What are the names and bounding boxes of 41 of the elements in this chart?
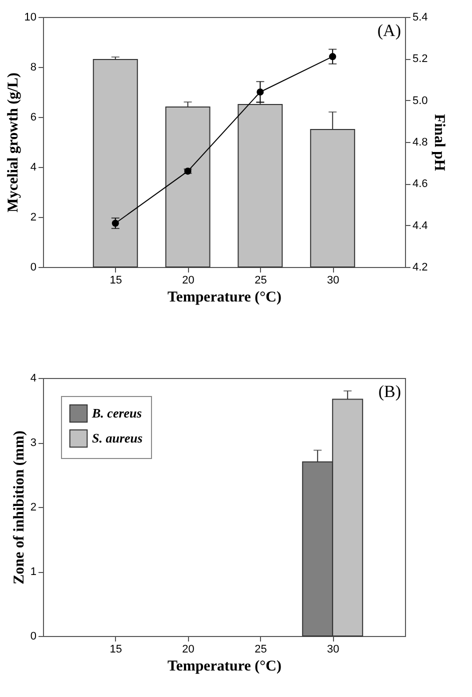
- y2-tick-label: 4.8: [412, 136, 428, 148]
- y2-tick-label: 5.2: [412, 53, 428, 66]
- annotation: (B): [378, 382, 401, 401]
- annotation: (A): [377, 21, 401, 40]
- bar: [238, 104, 283, 268]
- x-tick-label: 20: [182, 644, 194, 656]
- y-axis-title: Zone of inhibition (mm): [11, 430, 28, 584]
- y2-tick-label: 4.4: [412, 220, 428, 232]
- point: [256, 88, 264, 96]
- x-axis-title: Temperature (°C): [168, 658, 282, 674]
- x-tick-label: 25: [254, 644, 267, 656]
- y2-tick-label: 5.4: [412, 12, 428, 24]
- bar: [92, 59, 138, 268]
- y-tick-label: 0: [30, 262, 36, 274]
- x-tick-label: 20: [182, 274, 194, 286]
- x-tick-label: 15: [110, 644, 122, 656]
- y2-axis-title: Final pH: [430, 114, 447, 172]
- y-tick-label: 4: [30, 372, 36, 384]
- y-axis-title: Mycelial growth (g/L): [5, 72, 22, 212]
- y-tick-label: 1: [30, 566, 36, 578]
- x-tick-label: 30: [326, 644, 340, 656]
- y-tick-label: 4: [30, 162, 36, 174]
- point: [112, 220, 119, 227]
- y-tick-label: 2: [30, 502, 36, 514]
- legend-label: B. cereus: [91, 406, 142, 420]
- x-axis-title: Temperature (°C): [168, 290, 282, 306]
- y-tick-label: 2: [30, 212, 36, 224]
- y-tick-label: 8: [30, 62, 36, 74]
- y-tick-label: 3: [30, 437, 36, 449]
- legend-label: S. aureus: [92, 430, 143, 446]
- y-tick-label: 0: [30, 630, 36, 642]
- x-tick-label: 15: [110, 274, 122, 286]
- y2-tick-label: 4.2: [412, 262, 428, 274]
- y-tick-label: 6: [30, 112, 36, 124]
- y2-tick-label: 5.0: [412, 94, 428, 107]
- bar: [165, 106, 210, 268]
- point: [329, 53, 336, 60]
- x-tick-label: 30: [326, 274, 340, 286]
- y2-tick-label: 4.6: [412, 178, 428, 190]
- x-tick-label: 25: [254, 274, 267, 286]
- y-tick-label: 10: [24, 12, 36, 24]
